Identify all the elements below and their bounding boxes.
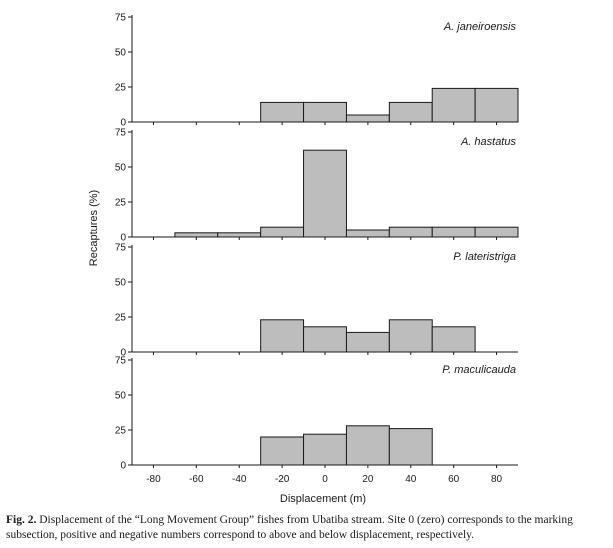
y-tick-label: 25 <box>115 198 127 209</box>
caption-text: Displacement of the “Long Movement Group… <box>6 514 573 541</box>
y-tick-label: 50 <box>115 163 127 174</box>
x-axis-tick-labels: -80 -60 -40 -20 0 20 40 60 80 <box>146 474 502 485</box>
y-tick-label: 25 <box>115 426 127 437</box>
bar <box>388 226 433 238</box>
y-tick-label: 75 <box>115 356 127 367</box>
panel-3: 0 25 50 75 P. lateristriga <box>115 243 518 359</box>
figure-caption: Fig. 2. Displacement of the “Long Moveme… <box>6 513 608 543</box>
x-tick-label: 60 <box>448 474 460 485</box>
bar <box>431 87 476 123</box>
x-tick-label: -80 <box>146 474 161 485</box>
bar <box>388 428 433 466</box>
bar <box>260 436 305 466</box>
species-label: A. hastatus <box>460 136 517 148</box>
panel-4: 0 25 50 75 P. maculicauda <box>115 356 518 472</box>
bar <box>303 433 347 466</box>
x-tick-label: 0 <box>322 474 328 485</box>
panel-2: 0 25 50 75 A. hastatus <box>115 128 519 244</box>
y-tick-label: 75 <box>115 13 127 24</box>
bar <box>303 149 347 238</box>
bar <box>345 114 390 123</box>
bar <box>217 232 262 238</box>
species-label: P. maculicauda <box>442 364 516 376</box>
displacement-histogram-figure: 0 25 50 75 A. janeiroensis 0 25 50 75 A. hastatus… <box>88 13 519 505</box>
y-tick-label: 75 <box>115 128 127 139</box>
caption-label: Fig. 2. <box>6 514 37 526</box>
y-tick-label: 25 <box>115 83 127 94</box>
bar <box>388 319 433 353</box>
bar <box>303 326 347 353</box>
bar <box>303 101 347 123</box>
panel-1: 0 25 50 75 A. janeiroensis <box>115 13 519 129</box>
x-axis-title: Displacement (m) <box>280 493 366 505</box>
y-tick-label: 25 <box>115 313 127 324</box>
y-tick-label: 50 <box>115 391 127 402</box>
y-tick-label: 0 <box>120 348 126 359</box>
y-tick-label: 75 <box>115 243 127 254</box>
x-tick-label: 40 <box>405 474 417 485</box>
bar <box>474 87 519 123</box>
species-label: P. lateristriga <box>453 251 516 263</box>
bar <box>431 226 476 238</box>
bar <box>388 101 433 123</box>
x-tick-label: -40 <box>232 474 247 485</box>
bar <box>345 331 390 353</box>
bar <box>260 226 305 238</box>
x-tick-label: 80 <box>491 474 503 485</box>
x-tick-label: -20 <box>275 474 290 485</box>
bar <box>345 425 390 466</box>
histogram-panels: 0 25 50 75 A. janeiroensis 0 25 50 75 A. hastatus… <box>115 13 519 472</box>
y-axis-title: Recaptures (%) <box>88 190 100 266</box>
x-tick-label: 20 <box>362 474 374 485</box>
bar <box>431 326 476 353</box>
y-tick-label: 50 <box>115 278 127 289</box>
bar <box>260 319 305 353</box>
y-tick-label: 0 <box>120 461 126 472</box>
x-tick-label: -60 <box>189 474 204 485</box>
bar <box>345 229 390 238</box>
bar <box>474 226 519 238</box>
bar <box>174 232 219 238</box>
species-label: A. janeiroensis <box>443 21 517 33</box>
bar <box>260 101 305 123</box>
y-tick-label: 0 <box>120 233 126 244</box>
y-tick-label: 0 <box>120 118 126 129</box>
y-tick-label: 50 <box>115 48 127 59</box>
